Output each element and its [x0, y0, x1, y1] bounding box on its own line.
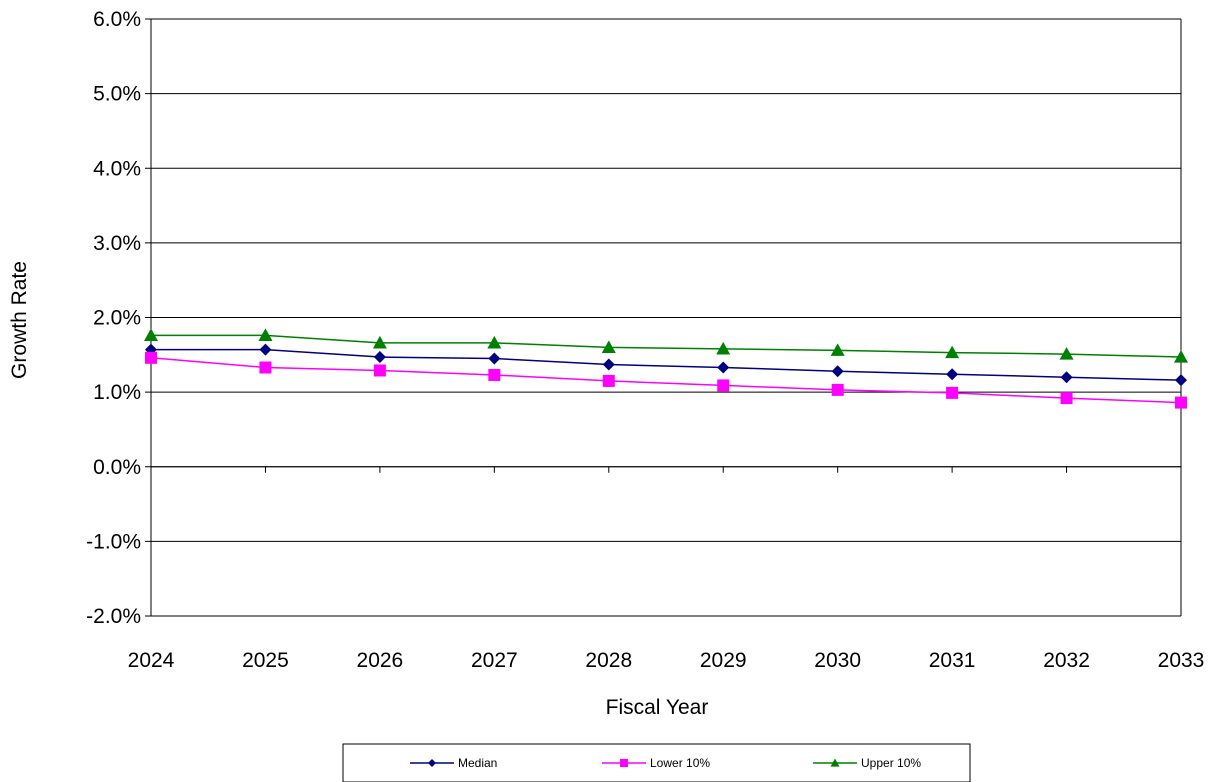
data-point-square: [620, 759, 628, 767]
data-point-square: [1175, 396, 1187, 409]
data-point-triangle: [1174, 350, 1188, 363]
data-point-triangle: [372, 335, 387, 349]
series-line: [151, 334, 1182, 358]
legend-item: Lower 10%: [602, 756, 710, 770]
x-tick-label: 2026: [357, 649, 404, 672]
data-point-square: [259, 361, 272, 374]
data-point-diamond: [717, 361, 730, 374]
data-point-triangle: [830, 758, 840, 767]
data-point-triangle: [830, 343, 845, 356]
data-point-square: [831, 383, 844, 396]
data-point-diamond: [602, 358, 615, 371]
data-point-diamond: [488, 352, 501, 365]
y-tick-label: -1.0%: [86, 530, 141, 553]
data-point-diamond: [259, 343, 272, 356]
legend-box: [342, 743, 971, 782]
series-layer: [144, 328, 1188, 409]
data-point-diamond: [373, 351, 386, 364]
gridlines: [151, 18, 1181, 617]
legend-items: Median Lower 10% Upper 10%: [410, 756, 921, 770]
legend-item: Upper 10%: [813, 756, 921, 770]
x-tick-label: 2029: [700, 649, 747, 672]
x-tick-label: 2028: [585, 649, 632, 672]
y-axis-title: Growth Rate: [8, 261, 31, 379]
x-tick-label: 2024: [128, 649, 175, 672]
data-point-triangle: [487, 335, 502, 349]
series-line: [150, 357, 1182, 404]
data-point-square: [602, 374, 615, 387]
data-point-diamond: [428, 759, 436, 767]
data-point-diamond: [946, 368, 959, 381]
series-upper-10-: [144, 328, 1188, 363]
data-point-square: [145, 351, 157, 364]
y-tick-label: 1.0%: [93, 381, 141, 404]
y-tick-label: 3.0%: [93, 232, 141, 255]
data-point-square: [373, 364, 386, 377]
y-tick-label: 5.0%: [93, 83, 141, 106]
data-point-square: [717, 379, 730, 392]
legend-label: Median: [458, 756, 497, 770]
x-tick-label: 2027: [471, 649, 518, 672]
x-tick-label: 2033: [1158, 649, 1205, 672]
x-tick-labels: 2024 2025 2026 2027 2028 2029 2030 2031 2032 2033: [128, 649, 1205, 672]
data-point-square: [946, 386, 959, 399]
y-tick-label: 4.0%: [93, 157, 141, 180]
legend: Median Lower 10% Upper 10%: [342, 743, 971, 782]
axes: [145, 18, 1182, 617]
data-point-square: [488, 368, 501, 381]
data-point-diamond: [1060, 371, 1073, 384]
y-tick-label: 0.0%: [93, 456, 141, 479]
data-point-triangle: [601, 340, 616, 353]
data-point-triangle: [258, 328, 273, 342]
x-tick-label: 2032: [1043, 649, 1090, 672]
series-lower-10-: [145, 351, 1187, 409]
series-median: [145, 343, 1187, 387]
x-tick-label: 2031: [929, 649, 976, 672]
x-tick-label: 2025: [242, 649, 289, 672]
data-point-triangle: [945, 345, 960, 359]
data-point-triangle: [1059, 347, 1074, 360]
legend-label: Upper 10%: [861, 756, 921, 770]
y-tick-label: 6.0%: [93, 8, 141, 31]
data-point-diamond: [831, 365, 844, 378]
data-point-triangle: [144, 328, 158, 342]
data-point-triangle: [716, 341, 731, 355]
y-tick-label: -2.0%: [86, 605, 141, 628]
legend-item: Median: [410, 756, 497, 770]
series-line: [151, 348, 1182, 381]
x-axis-title: Fiscal Year: [606, 696, 709, 719]
y-tick-labels: -2.0% -1.0% 0.0% 1.0% 2.0% 3.0% 4.0% 5.0% 6.0%: [86, 8, 141, 628]
data-point-square: [1060, 392, 1073, 405]
legend-label: Lower 10%: [650, 756, 710, 770]
x-tick-label: 2030: [814, 649, 861, 672]
y-tick-label: 2.0%: [93, 307, 141, 330]
data-point-diamond: [1175, 374, 1187, 387]
